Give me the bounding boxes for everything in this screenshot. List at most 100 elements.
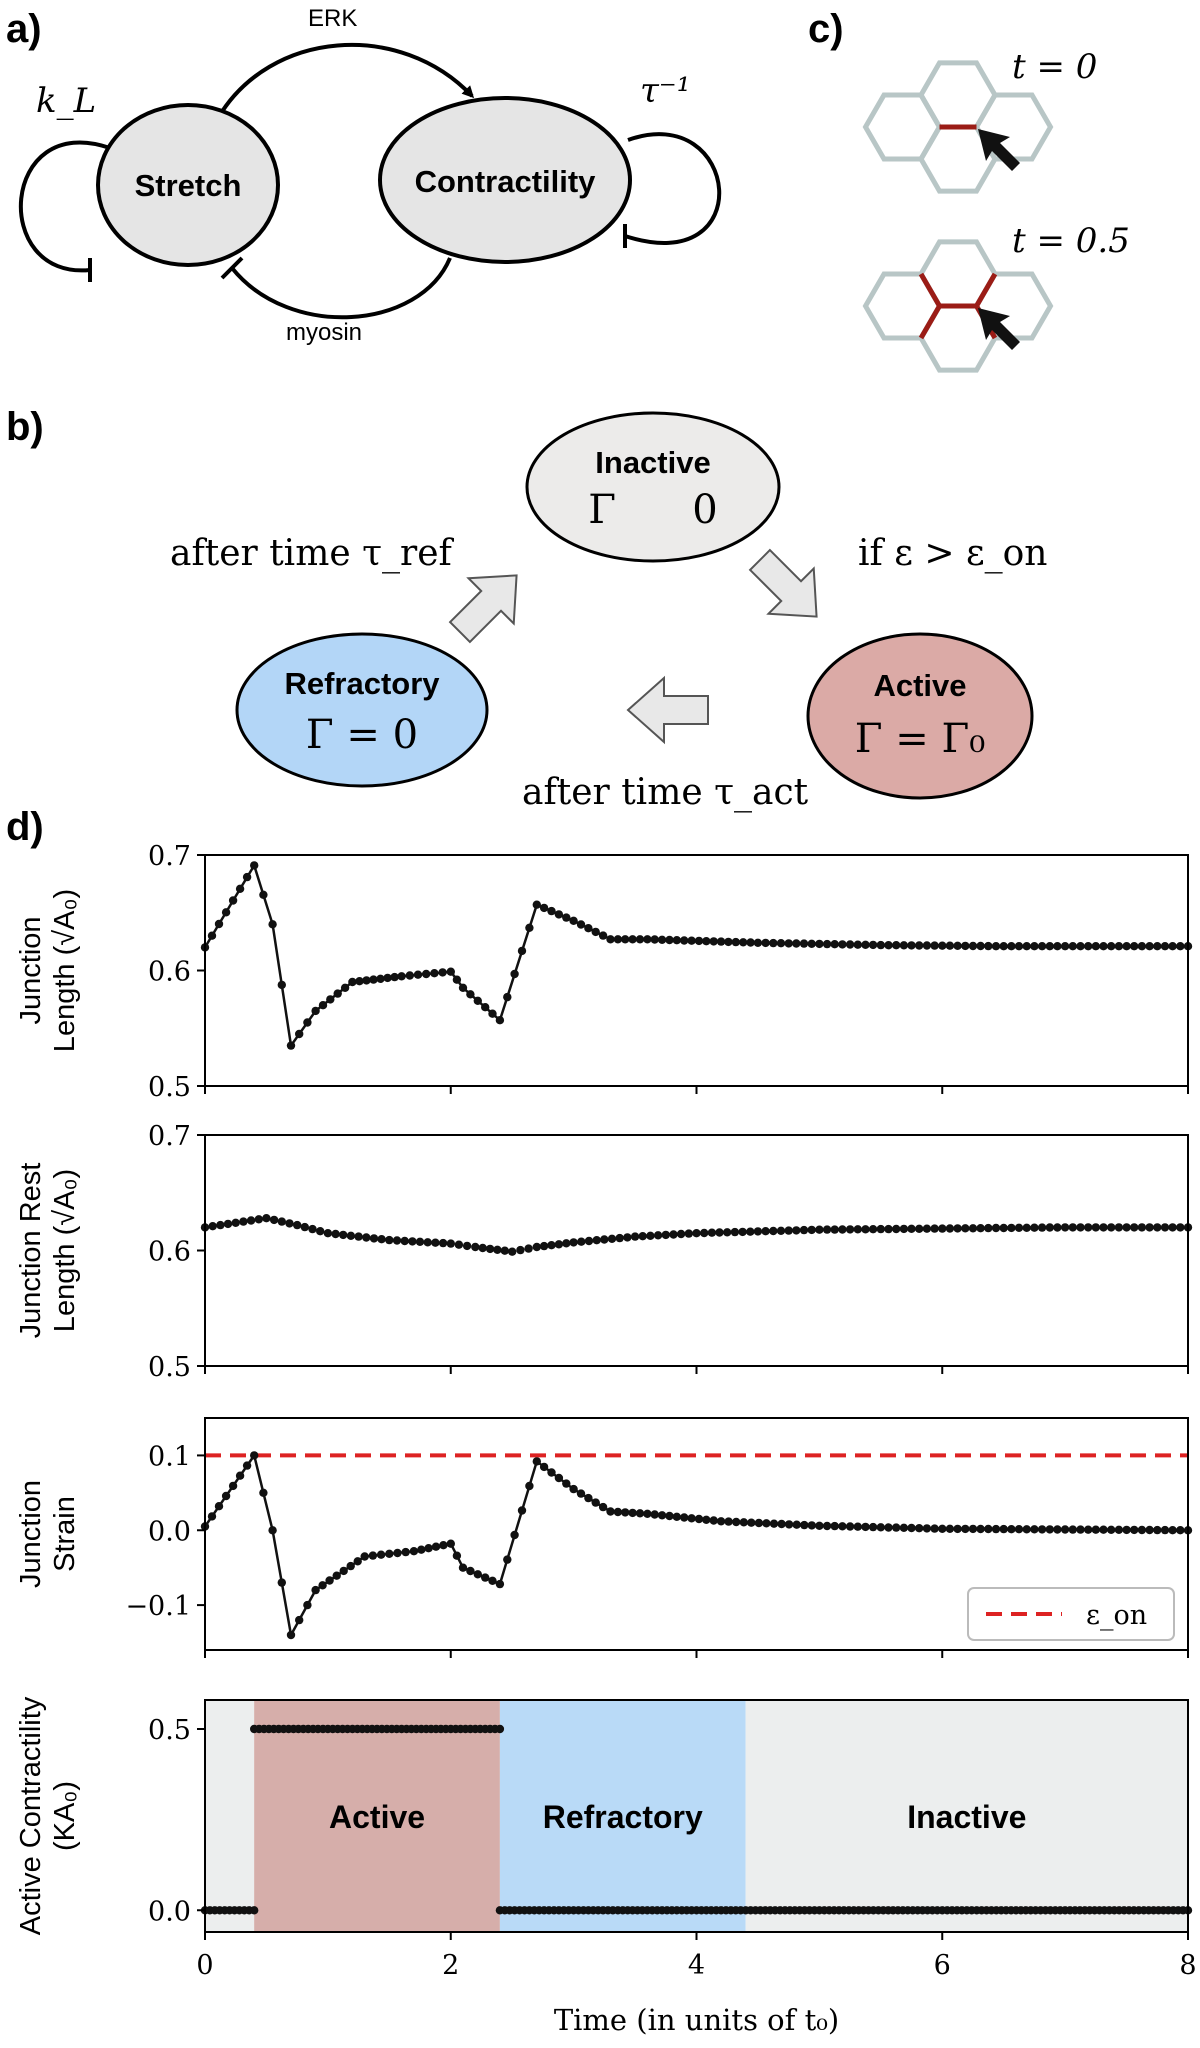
data-point bbox=[606, 1507, 615, 1516]
data-point bbox=[495, 1579, 505, 1589]
data-point bbox=[1107, 942, 1116, 951]
data-point bbox=[899, 1523, 909, 1533]
data-point bbox=[1130, 942, 1139, 951]
data-point bbox=[984, 941, 993, 951]
data-point bbox=[1053, 1525, 1062, 1534]
data-point bbox=[277, 1217, 286, 1226]
data-point bbox=[692, 1229, 701, 1238]
data-point bbox=[991, 1524, 1001, 1534]
data-point bbox=[922, 1224, 932, 1233]
data-point bbox=[293, 1220, 302, 1230]
data-point bbox=[715, 1228, 724, 1237]
data-point bbox=[665, 1511, 674, 1521]
state-band bbox=[745, 1700, 1188, 1932]
data-point bbox=[792, 1226, 801, 1235]
data-point bbox=[311, 1585, 320, 1595]
erk-arrow bbox=[216, 43, 475, 120]
data-point bbox=[360, 1552, 369, 1561]
data-point bbox=[607, 1234, 617, 1244]
data-point bbox=[259, 1488, 268, 1498]
inactive-state-expr: Γ 0 bbox=[588, 487, 718, 533]
data-point bbox=[415, 1237, 425, 1247]
data-point bbox=[822, 1225, 832, 1234]
data-point bbox=[239, 1217, 248, 1226]
data-point bbox=[478, 1243, 487, 1253]
x-tick-label: 0 bbox=[196, 1950, 213, 1981]
data-point bbox=[953, 1224, 962, 1233]
data-point bbox=[439, 1541, 448, 1550]
data-point bbox=[473, 996, 482, 1005]
data-point bbox=[332, 1571, 341, 1580]
data-point bbox=[242, 872, 252, 882]
data-point bbox=[584, 924, 593, 933]
data-point bbox=[569, 916, 578, 925]
data-point bbox=[325, 1576, 334, 1585]
data-point bbox=[592, 1236, 601, 1245]
data-point bbox=[1176, 1223, 1185, 1232]
data-point bbox=[562, 1239, 571, 1248]
data-point bbox=[899, 1224, 909, 1234]
data-point bbox=[539, 1462, 549, 1472]
time-label-0: t = 0 bbox=[1012, 47, 1097, 87]
data-point bbox=[657, 935, 667, 944]
data-point bbox=[285, 1219, 294, 1228]
data-point bbox=[661, 1230, 670, 1240]
data-point bbox=[207, 1512, 217, 1521]
data-point bbox=[462, 1241, 472, 1251]
y-tick-label: 0.0 bbox=[148, 1516, 191, 1547]
data-point bbox=[1168, 942, 1177, 951]
data-point bbox=[1060, 942, 1070, 951]
data-point bbox=[269, 1215, 279, 1225]
data-point bbox=[1076, 1223, 1085, 1232]
data-point bbox=[1060, 1223, 1070, 1232]
data-point bbox=[694, 936, 704, 946]
y-axis-label: Junction bbox=[15, 916, 47, 1024]
data-point bbox=[650, 1510, 659, 1519]
data-point bbox=[853, 1225, 862, 1234]
data-point bbox=[259, 890, 268, 899]
data-point bbox=[1130, 1223, 1139, 1232]
data-point bbox=[672, 936, 681, 945]
data-point bbox=[495, 1016, 505, 1025]
data-point bbox=[784, 939, 793, 948]
data-point bbox=[392, 1236, 402, 1245]
data-point bbox=[1084, 1223, 1093, 1232]
data-point bbox=[250, 861, 259, 870]
data-point bbox=[246, 1216, 256, 1225]
data-point bbox=[621, 1508, 630, 1517]
data-point bbox=[945, 1524, 955, 1534]
y-tick-label: 0.7 bbox=[148, 1121, 191, 1152]
data-point bbox=[446, 967, 455, 976]
data-point bbox=[430, 969, 439, 978]
data-point bbox=[961, 941, 970, 951]
data-point bbox=[500, 1246, 509, 1255]
data-point bbox=[1045, 1525, 1055, 1534]
data-point bbox=[680, 936, 689, 945]
data-point bbox=[1176, 942, 1185, 951]
data-point bbox=[784, 1520, 794, 1529]
panel-c: c) t = 0 t = 0.5 bbox=[808, 7, 1130, 373]
data-point bbox=[687, 1514, 696, 1523]
data-point bbox=[976, 941, 985, 951]
data-point bbox=[376, 1550, 386, 1559]
data-point bbox=[481, 1003, 490, 1012]
data-point bbox=[799, 1225, 809, 1235]
data-point bbox=[915, 941, 924, 950]
transition-active-to-refractory: after time τ_act bbox=[522, 772, 809, 813]
data-point bbox=[1007, 942, 1016, 951]
data-point bbox=[401, 1547, 410, 1557]
y-axis-label: Strain bbox=[49, 1496, 81, 1572]
activated-junction bbox=[918, 304, 942, 340]
data-point bbox=[687, 936, 696, 945]
active-state-name: Active bbox=[873, 668, 966, 703]
data-point bbox=[554, 1473, 564, 1483]
data-point bbox=[438, 968, 447, 977]
data-point bbox=[1107, 1223, 1116, 1232]
chart-3: Active Refractory Inactive 0.0 0.5 0 2 4 6 8 Time … bbox=[15, 1696, 1197, 2037]
panel-b-label: b) bbox=[6, 405, 44, 449]
data-point bbox=[976, 1524, 985, 1534]
pointer-arrow-icon bbox=[978, 308, 1020, 350]
data-point bbox=[1053, 1223, 1062, 1232]
data-point bbox=[838, 1522, 847, 1531]
